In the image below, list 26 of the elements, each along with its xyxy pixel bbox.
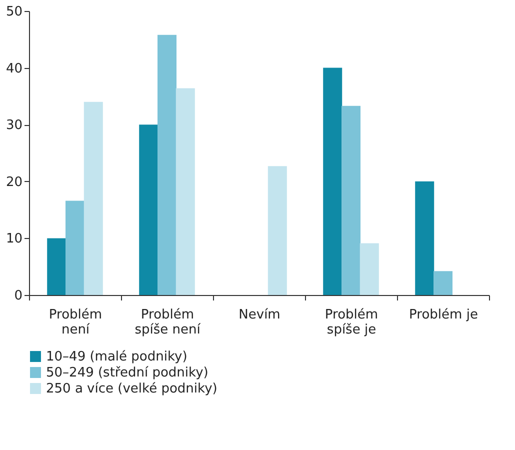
x-tick-label: Problém spíše není [134, 308, 201, 338]
bar [342, 106, 360, 295]
bar [360, 243, 379, 295]
bar [66, 200, 84, 295]
bar [176, 88, 195, 295]
legend-label: 250 a více (velké podniky) [46, 382, 218, 396]
x-tick-label: Problém je [409, 308, 478, 322]
bar [268, 166, 287, 295]
y-tick-label: 50 [6, 4, 22, 20]
legend-label: 50–249 (střední podniky) [46, 366, 208, 380]
y-tick-label: 10 [6, 232, 22, 247]
x-tick-label: Problém spíše je [324, 308, 378, 338]
x-tick-label: Problém není [48, 308, 102, 338]
bar [139, 124, 158, 295]
bar [47, 238, 66, 295]
x-tick-label: Nevím [238, 308, 280, 322]
bar [434, 271, 452, 295]
bar [84, 102, 103, 295]
bar [323, 68, 342, 295]
y-tick-label: 40 [6, 61, 22, 76]
bar [158, 34, 176, 295]
bar [415, 181, 434, 295]
legend-label: 10–49 (malé podniky) [46, 350, 188, 364]
y-tick-label: 20 [6, 174, 22, 190]
y-tick-label: 30 [6, 118, 22, 134]
y-tick-label: 0 [14, 288, 22, 304]
